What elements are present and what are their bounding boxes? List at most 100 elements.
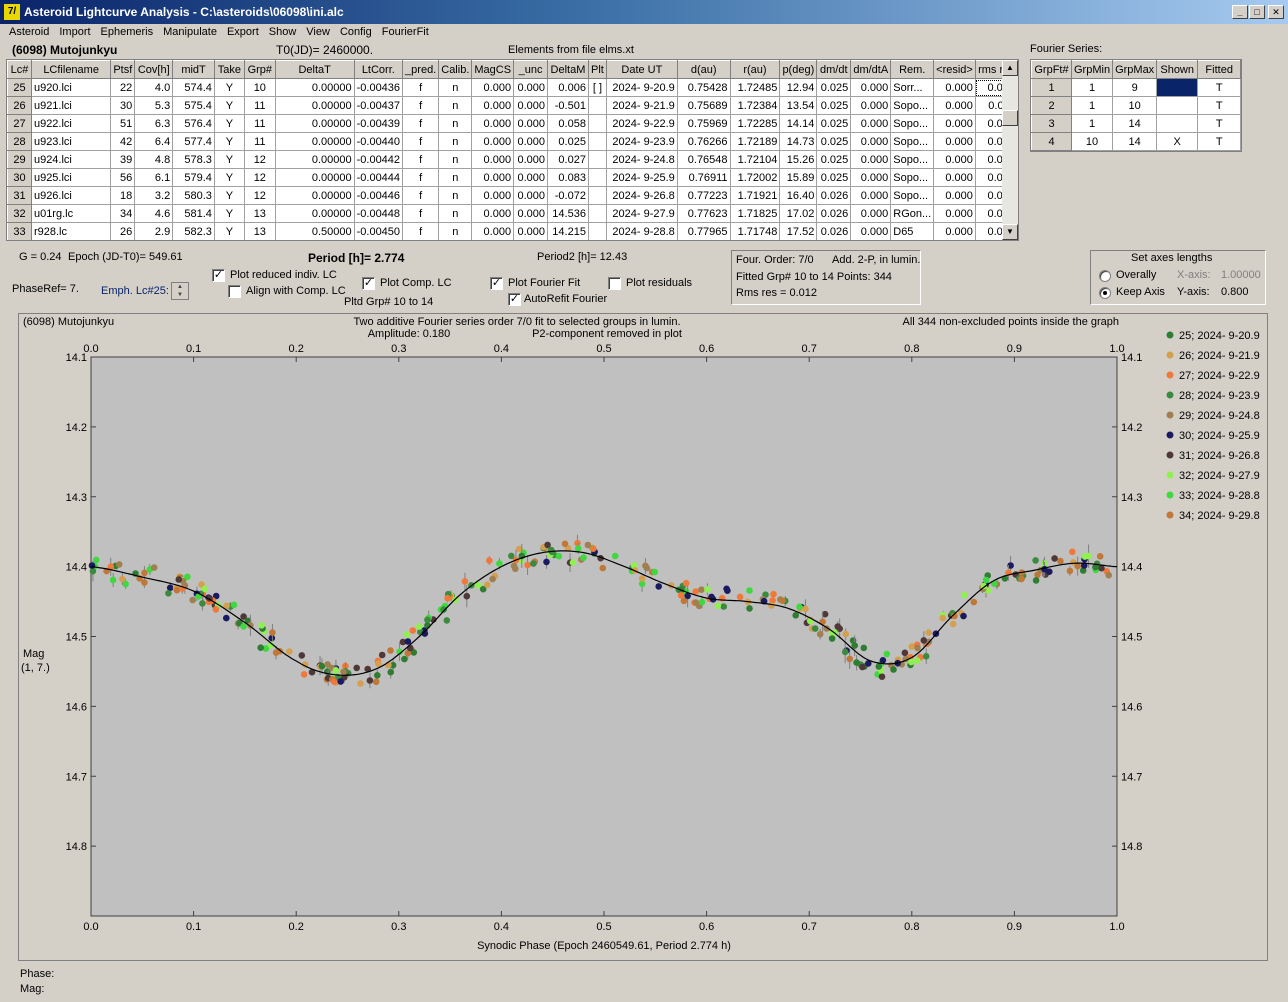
table-cell[interactable]: n xyxy=(438,204,473,223)
row-header[interactable]: 29 xyxy=(7,150,32,169)
fourier-col-header[interactable]: GrpMin xyxy=(1070,60,1114,79)
table-cell[interactable]: u01rg.lc xyxy=(30,204,112,223)
row-header[interactable]: 31 xyxy=(7,186,32,205)
table-cell[interactable]: n xyxy=(438,114,473,133)
table-cell[interactable]: 578.3 xyxy=(172,150,215,169)
table-cell[interactable]: 0.000 xyxy=(933,168,976,187)
scroll-up-arrow-icon[interactable]: ▲ xyxy=(1002,60,1018,76)
lightcurve-table[interactable]: Lc# LCfilename Ptsf Cov[h] midT Take Grp# Delta… xyxy=(6,59,1019,241)
table-cell[interactable]: 0.000 xyxy=(850,168,892,187)
table-row[interactable]: 29 u924.lci 39 4.8 578.3 Y 12 0.00000 -0.00442 f n… xyxy=(7,150,1018,169)
table-cell[interactable]: 14.215 xyxy=(547,222,589,240)
table-cell[interactable]: 0.000 xyxy=(933,132,976,151)
table-cell[interactable]: 1.72002 xyxy=(729,168,781,187)
table-cell[interactable] xyxy=(1156,78,1199,97)
table-cell[interactable]: 14.73 xyxy=(779,132,818,151)
table-cell[interactable]: -0.00444 xyxy=(353,168,404,187)
table-row[interactable]: 3 1 14 T xyxy=(1031,114,1242,133)
table-cell[interactable]: 0.025 xyxy=(816,78,852,97)
table-cell[interactable]: Sopo... xyxy=(890,132,935,151)
lc-col-header[interactable]: dm/dt xyxy=(816,60,852,79)
lc-col-header[interactable]: p(deg) xyxy=(779,60,818,79)
table-cell[interactable]: RGon... xyxy=(890,204,935,223)
menu-ephemeris[interactable]: Ephemeris xyxy=(100,26,154,38)
table-cell[interactable]: -0.00439 xyxy=(353,114,404,133)
table-cell[interactable]: 2024- 9-22.9 xyxy=(605,114,678,133)
table-cell[interactable]: 0.000 xyxy=(513,186,548,205)
lc-table-scrollbar[interactable]: ▲ ▼ xyxy=(1002,60,1018,240)
table-cell[interactable] xyxy=(587,96,607,115)
table-cell[interactable]: 14 xyxy=(1112,114,1158,133)
table-cell[interactable]: 0.00000 xyxy=(274,132,355,151)
plot-reduced-checkbox[interactable]: ✓ xyxy=(212,269,225,282)
table-cell[interactable]: 0.000 xyxy=(933,150,976,169)
table-cell[interactable]: -0.501 xyxy=(547,96,589,115)
table-cell[interactable]: 0.76266 xyxy=(676,132,731,151)
table-row[interactable]: 31 u926.lci 18 3.2 580.3 Y 12 0.00000 -0.00446 f n… xyxy=(7,186,1018,205)
spin-up-icon[interactable]: ▲ xyxy=(177,284,183,290)
y-axis-value[interactable]: 0.800 xyxy=(1221,286,1249,298)
table-cell[interactable] xyxy=(587,168,607,187)
table-cell[interactable]: f xyxy=(402,150,440,169)
table-cell[interactable]: 2024- 9-25.9 xyxy=(605,168,678,187)
table-row[interactable]: 27 u922.lci 51 6.3 576.4 Y 11 0.00000 -0.00439 f n… xyxy=(7,114,1018,133)
close-button[interactable]: ✕ xyxy=(1268,5,1284,19)
row-header[interactable]: 26 xyxy=(7,96,32,115)
table-cell[interactable]: 0.000 xyxy=(471,78,515,97)
table-cell[interactable]: 1.71921 xyxy=(729,186,781,205)
table-cell[interactable]: 0.000 xyxy=(933,186,976,205)
row-header[interactable]: 1 xyxy=(1031,78,1072,97)
table-cell[interactable]: 12 xyxy=(243,150,276,169)
table-cell[interactable]: u923.lci xyxy=(30,132,112,151)
table-cell[interactable]: 1 xyxy=(1070,96,1114,115)
table-cell[interactable]: 26 xyxy=(110,222,136,240)
row-header[interactable]: 3 xyxy=(1031,114,1072,133)
table-cell[interactable]: Y xyxy=(213,186,245,205)
table-cell[interactable]: 0.00000 xyxy=(274,78,355,97)
table-cell[interactable]: -0.00446 xyxy=(353,186,404,205)
table-cell[interactable]: 0.025 xyxy=(816,96,852,115)
plot-fourier-checkbox[interactable]: ✓ xyxy=(490,277,503,290)
lc-col-header[interactable]: LtCorr. xyxy=(353,60,404,79)
table-cell[interactable]: n xyxy=(438,150,473,169)
table-cell[interactable]: u924.lci xyxy=(30,150,112,169)
table-cell[interactable] xyxy=(1156,96,1199,115)
align-comp-checkbox[interactable] xyxy=(228,285,241,298)
table-cell[interactable]: -0.00440 xyxy=(353,132,404,151)
table-cell[interactable]: 0.00000 xyxy=(274,168,355,187)
lc-col-header[interactable]: Calib. xyxy=(438,60,473,79)
table-row[interactable]: 25 u920.lci 22 4.0 574.4 Y 10 0.00000 -0.00436 f n… xyxy=(7,78,1018,97)
table-row[interactable]: 4 10 14 X T xyxy=(1031,132,1242,151)
table-cell[interactable]: 0.00000 xyxy=(274,204,355,223)
table-cell[interactable]: f xyxy=(402,186,440,205)
table-cell[interactable]: f xyxy=(402,78,440,97)
autorefit-checkbox[interactable]: ✓ xyxy=(508,293,521,306)
table-cell[interactable]: 2024- 9-26.8 xyxy=(605,186,678,205)
plot-comp-checkbox[interactable]: ✓ xyxy=(362,277,375,290)
table-cell[interactable]: -0.00442 xyxy=(353,150,404,169)
table-cell[interactable]: 0.000 xyxy=(933,96,976,115)
table-cell[interactable]: 0.000 xyxy=(471,168,515,187)
maximize-button[interactable]: □ xyxy=(1249,5,1265,19)
table-cell[interactable]: 12 xyxy=(243,168,276,187)
table-cell[interactable]: 1.72189 xyxy=(729,132,781,151)
table-cell[interactable]: 12 xyxy=(243,186,276,205)
table-cell[interactable]: 0.000 xyxy=(471,150,515,169)
table-cell[interactable]: 11 xyxy=(243,114,276,133)
table-cell[interactable]: 0.000 xyxy=(513,222,548,240)
table-cell[interactable]: 9 xyxy=(1112,78,1158,97)
table-cell[interactable]: 0.025 xyxy=(547,132,589,151)
table-cell[interactable]: 6.1 xyxy=(134,168,174,187)
table-cell[interactable]: 0.027 xyxy=(547,150,589,169)
table-cell[interactable]: 15.89 xyxy=(779,168,818,187)
table-cell[interactable]: 30 xyxy=(110,96,136,115)
table-cell[interactable] xyxy=(587,114,607,133)
row-header[interactable]: 28 xyxy=(7,132,32,151)
table-row[interactable]: 33 r928.lc 26 2.9 582.3 Y 13 0.50000 -0.00450 f n 0… xyxy=(7,222,1018,240)
table-cell[interactable]: 0.000 xyxy=(471,186,515,205)
table-cell[interactable]: n xyxy=(438,78,473,97)
scroll-down-arrow-icon[interactable]: ▼ xyxy=(1002,224,1018,240)
table-cell[interactable]: 0.000 xyxy=(513,150,548,169)
table-cell[interactable]: n xyxy=(438,222,473,240)
